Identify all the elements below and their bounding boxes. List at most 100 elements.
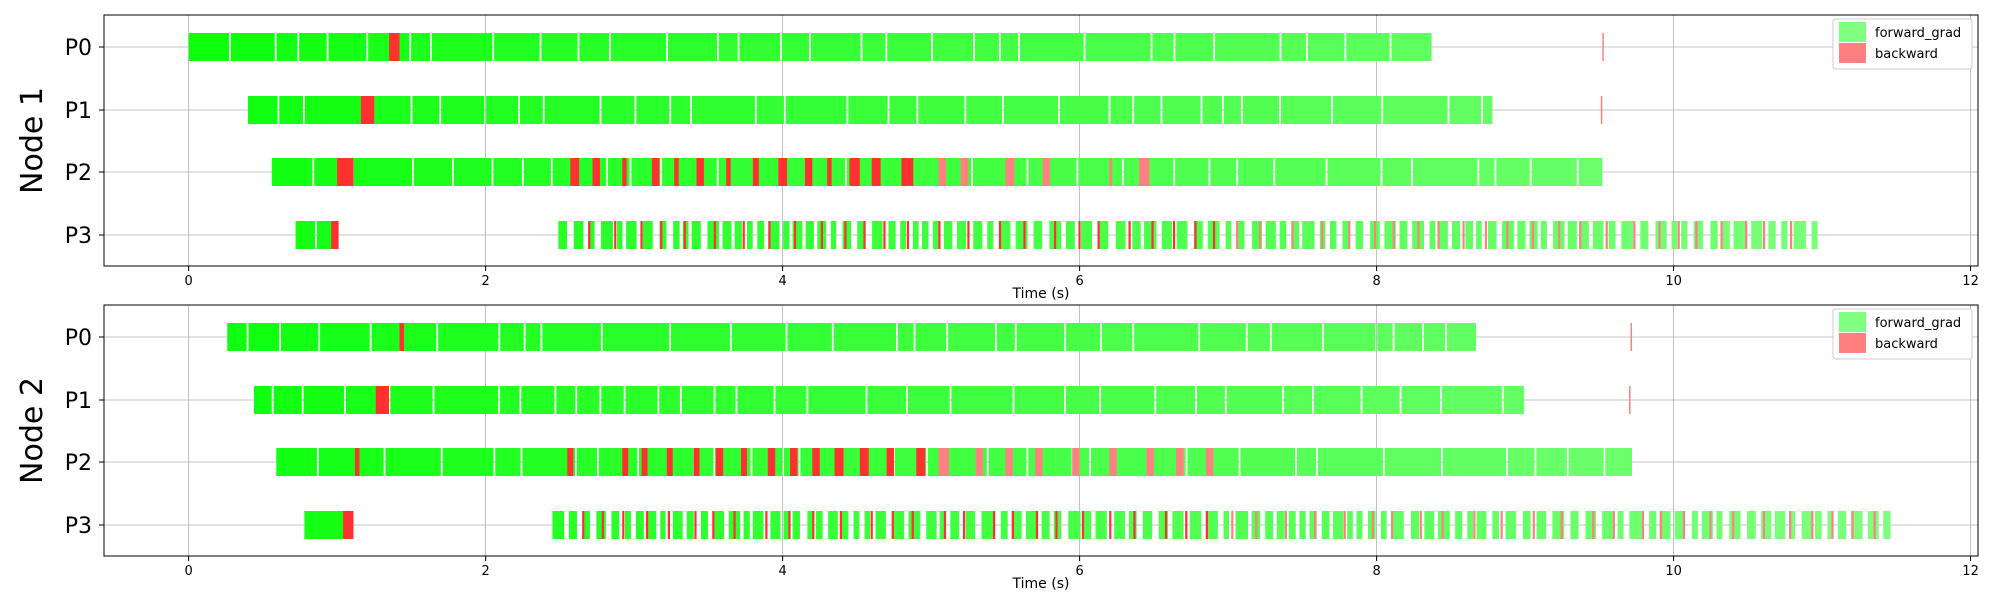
forward-mark <box>1793 221 1806 249</box>
forward-mark <box>1567 221 1577 249</box>
forward-mark <box>1629 511 1642 539</box>
forward-mark <box>368 33 410 61</box>
x-tick-label: 4 <box>778 274 786 289</box>
forward-mark <box>1710 221 1718 249</box>
forward-mark <box>1065 221 1075 249</box>
backward-mark <box>1146 448 1154 476</box>
backward-mark <box>713 221 716 249</box>
forward-mark <box>1384 221 1396 249</box>
backward-mark <box>1072 448 1080 476</box>
backward-mark <box>1695 221 1698 249</box>
forward-mark <box>442 448 494 476</box>
backward-mark <box>820 221 824 249</box>
forward-mark <box>1347 511 1353 539</box>
forward-mark <box>1401 386 1441 414</box>
forward-mark <box>577 386 600 414</box>
backward-mark <box>1109 158 1113 186</box>
forward-mark <box>1492 511 1499 539</box>
backward-mark <box>1629 386 1631 414</box>
forward-mark <box>1781 221 1788 249</box>
backward-mark <box>1371 511 1374 539</box>
forward-mark <box>1247 323 1270 351</box>
backward-mark <box>715 448 724 476</box>
forward-mark <box>1099 221 1109 249</box>
backward-mark <box>1011 511 1015 539</box>
backward-mark <box>588 221 591 249</box>
forward-mark <box>1123 158 1140 186</box>
forward-mark <box>907 386 950 414</box>
forward-mark <box>932 221 939 249</box>
forward-mark <box>1801 511 1813 539</box>
forward-mark <box>353 158 413 186</box>
backward-mark <box>901 158 914 186</box>
forward-mark <box>602 323 670 351</box>
forward-mark <box>1394 323 1423 351</box>
y-tick-label: P2 <box>65 451 92 476</box>
backward-mark <box>726 158 731 186</box>
forward-mark <box>1000 221 1011 249</box>
backward-mark <box>614 221 617 249</box>
forward-mark <box>681 386 714 414</box>
forward-mark <box>756 96 784 124</box>
forward-mark <box>576 448 598 476</box>
forward-mark <box>659 221 667 249</box>
forward-mark <box>1867 511 1879 539</box>
forward-mark <box>1424 511 1435 539</box>
forward-mark <box>973 221 983 249</box>
forward-mark <box>957 221 967 249</box>
forward-mark <box>1465 221 1474 249</box>
forward-mark <box>1265 221 1276 249</box>
forward-mark <box>1605 448 1633 476</box>
backward-mark <box>938 221 941 249</box>
forward-mark <box>939 511 946 539</box>
backward-mark <box>570 158 580 186</box>
forward-mark <box>1540 221 1547 249</box>
forward-mark <box>1853 511 1863 539</box>
backward-mark <box>1035 511 1039 539</box>
backward-mark <box>1602 33 1604 61</box>
backward-mark <box>1172 221 1176 249</box>
forward-mark <box>441 96 485 124</box>
backward-mark <box>666 448 673 476</box>
forward-mark <box>1674 511 1685 539</box>
x-tick-label: 8 <box>1372 274 1380 289</box>
x-tick-label: 12 <box>1962 564 1979 579</box>
backward-mark <box>1592 511 1595 539</box>
forward-mark <box>611 511 620 539</box>
forward-mark <box>1189 511 1202 539</box>
forward-mark <box>1446 323 1477 351</box>
forward-mark <box>671 96 691 124</box>
forward-mark <box>686 511 694 539</box>
backward-mark <box>1109 511 1112 539</box>
forward-mark <box>1517 221 1526 249</box>
backward-mark <box>1373 221 1377 249</box>
legend-box <box>1832 308 1973 360</box>
forward-mark <box>357 448 384 476</box>
forward-mark <box>747 221 753 249</box>
forward-mark <box>544 96 600 124</box>
backward-mark <box>1612 511 1615 539</box>
forward-mark <box>1223 511 1230 539</box>
legend-label-forward: forward_grad <box>1875 26 1961 41</box>
forward-mark <box>1101 386 1155 414</box>
backward-mark <box>567 448 574 476</box>
forward-mark <box>1142 511 1153 539</box>
forward-mark <box>1476 511 1487 539</box>
forward-mark <box>932 33 974 61</box>
forward-mark <box>1722 221 1730 249</box>
row-P1 <box>253 386 1631 414</box>
forward-mark <box>887 33 932 61</box>
backward-mark <box>767 448 776 476</box>
forward-mark <box>695 448 714 476</box>
backward-mark <box>1005 448 1013 476</box>
forward-mark <box>781 33 810 61</box>
backward-mark <box>331 221 339 249</box>
y-tick-label: P0 <box>65 326 92 351</box>
forward-mark <box>1681 221 1688 249</box>
forward-mark <box>1025 511 1038 539</box>
forward-mark <box>372 96 411 124</box>
forward-mark <box>519 96 543 124</box>
forward-mark <box>1238 158 1274 186</box>
forward-mark <box>691 221 701 249</box>
forward-mark <box>1592 221 1604 249</box>
